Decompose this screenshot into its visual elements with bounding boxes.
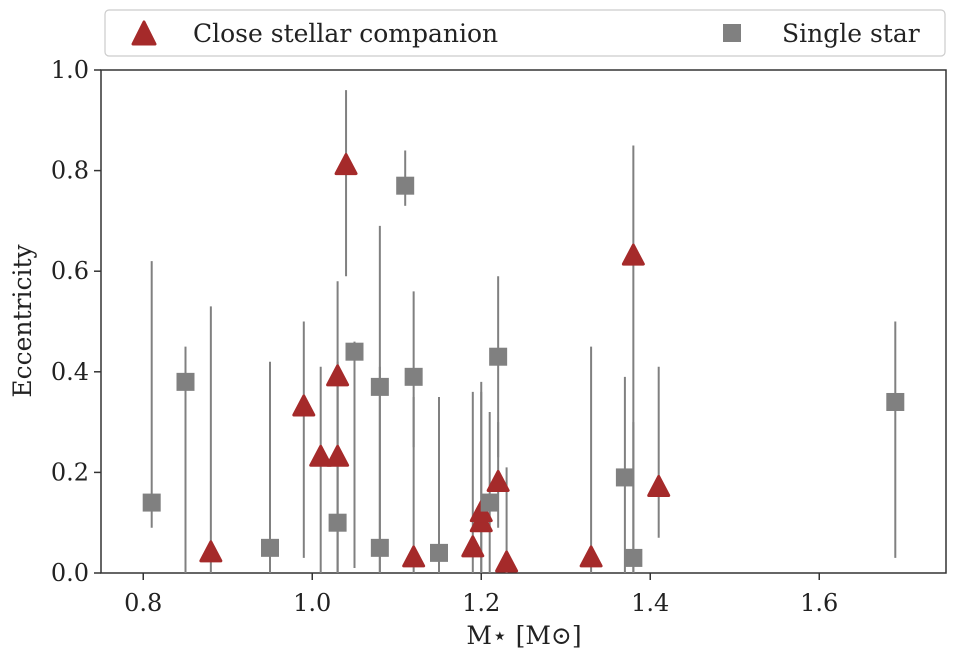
companion-triangle-point xyxy=(621,243,645,266)
single-star-square-point xyxy=(328,513,347,532)
single-star-square-point xyxy=(142,493,161,512)
y-tick-label: 0.4 xyxy=(51,358,89,386)
companion-triangle-point xyxy=(461,535,485,558)
plot-area xyxy=(100,69,947,574)
legend-square-marker xyxy=(723,24,741,42)
x-tick-label: 0.8 xyxy=(124,589,162,617)
error-bars xyxy=(150,90,897,573)
legend-label-single-star: Single star xyxy=(782,19,920,48)
single-star-square-point xyxy=(489,347,508,366)
single-star-square-point xyxy=(370,377,389,396)
companion-triangle-point xyxy=(326,444,350,467)
companion-triangle-point xyxy=(292,394,316,417)
companion-triangle-point xyxy=(647,474,671,497)
data-markers xyxy=(142,153,905,573)
x-tick-label: 1.2 xyxy=(462,589,500,617)
single-star-square-point xyxy=(886,392,905,411)
companion-triangle-point xyxy=(334,153,358,176)
legend-triangle-marker xyxy=(131,20,157,46)
y-tick-label: 0.8 xyxy=(51,157,89,185)
x-tick-label: 1.0 xyxy=(293,589,331,617)
legend: Close stellar companion Single star xyxy=(104,9,946,57)
x-tick-label: 1.6 xyxy=(800,589,838,617)
x-axis-label: M⋆ [M⊙] xyxy=(466,621,581,650)
legend-frame xyxy=(104,9,946,57)
companion-triangle-point xyxy=(326,364,350,387)
single-star-square-point xyxy=(404,367,423,386)
companion-triangle-point xyxy=(579,545,603,568)
single-star-square-point xyxy=(345,342,364,361)
y-tick-label: 0.0 xyxy=(51,559,89,587)
y-axis-label: Eccentricity xyxy=(8,243,37,397)
y-tick-label: 1.0 xyxy=(51,56,89,84)
single-star-square-point xyxy=(396,176,415,195)
single-star-square-point xyxy=(370,538,389,557)
y-tick-label: 0.2 xyxy=(51,458,89,486)
companion-triangle-point xyxy=(486,469,510,492)
single-star-square-point xyxy=(176,372,195,391)
y-tick-label: 0.6 xyxy=(51,257,89,285)
companion-triangle-point xyxy=(402,545,426,568)
single-star-square-point xyxy=(430,543,448,562)
companion-triangle-point xyxy=(495,550,519,573)
single-star-square-point xyxy=(624,548,643,567)
companion-triangle-point xyxy=(309,444,333,467)
legend-label-close-companion: Close stellar companion xyxy=(193,19,498,48)
single-star-square-point xyxy=(615,468,634,487)
y-axis: 0.0 0.2 0.4 0.6 0.8 1.0 xyxy=(51,56,101,587)
companion-triangle-point xyxy=(199,540,223,563)
x-tick-label: 1.4 xyxy=(631,589,669,617)
single-star-square-point xyxy=(261,538,279,557)
x-axis: 0.8 1.0 1.2 1.4 1.6 xyxy=(124,573,838,617)
single-star-square-point xyxy=(480,493,499,512)
